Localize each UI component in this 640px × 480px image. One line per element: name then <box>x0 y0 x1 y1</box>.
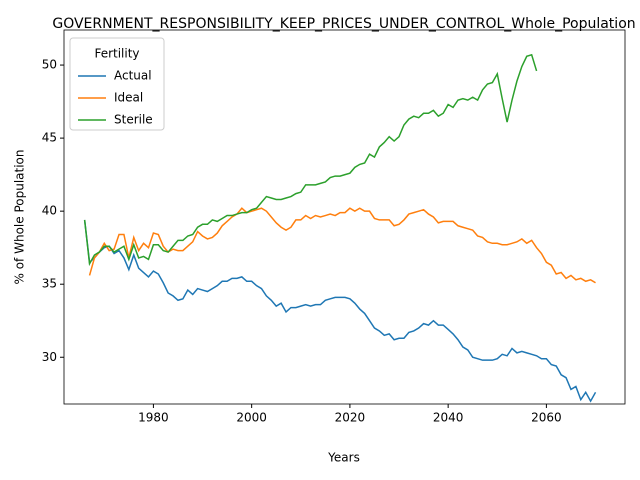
y-tick-label: 40 <box>42 204 57 218</box>
legend-title: Fertility <box>94 47 139 61</box>
y-tick-label: 50 <box>42 58 57 72</box>
x-axis-label: Years <box>327 451 360 465</box>
y-tick-label: 35 <box>42 277 57 291</box>
x-tick-label: 2020 <box>335 411 366 425</box>
line-series <box>83 219 597 403</box>
line-series <box>83 53 538 267</box>
legend-label: Sterile <box>114 113 153 127</box>
legend-label: Ideal <box>114 91 143 105</box>
x-tick-label: 2060 <box>531 411 562 425</box>
y-tick-label: 30 <box>42 350 57 364</box>
line-series <box>88 207 596 284</box>
y-axis-label: % of Whole Population <box>13 150 27 285</box>
x-tick-label: 2040 <box>433 411 464 425</box>
y-tick-label: 45 <box>42 131 57 145</box>
chart-title: GOVERNMENT_RESPONSIBILITY_KEEP_PRICES_UN… <box>52 16 635 32</box>
plot-frame <box>63 29 626 405</box>
x-tick-label: 2000 <box>236 411 267 425</box>
x-tick-label: 1980 <box>138 411 169 425</box>
legend-label: Actual <box>114 69 152 83</box>
legend-box <box>69 37 165 131</box>
